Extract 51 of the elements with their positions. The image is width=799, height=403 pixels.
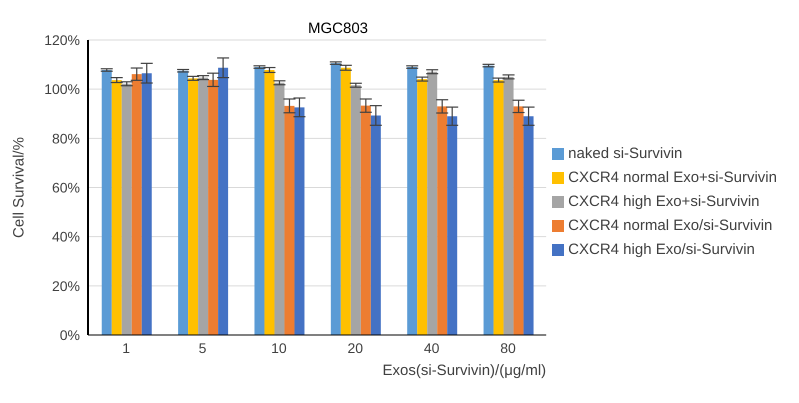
legend-label: CXCR4 high Exo+si-Survivin — [568, 192, 760, 210]
bar — [178, 70, 188, 335]
bar — [198, 78, 208, 335]
x-tick-label: 1 — [122, 340, 130, 356]
bar — [112, 80, 122, 335]
legend-label: CXCR4 high Exo/si-Survivin — [568, 240, 755, 258]
bar — [254, 67, 264, 335]
y-tick-label: 120% — [44, 32, 80, 48]
bar — [524, 116, 534, 335]
bar — [447, 116, 458, 335]
bar — [360, 106, 371, 335]
bar — [264, 70, 274, 335]
bar — [102, 70, 112, 335]
x-tick-label: 40 — [424, 340, 440, 356]
legend-label: CXCR4 normal Exo+si-Survivin — [568, 168, 777, 186]
bar — [340, 68, 351, 335]
y-tick-label: 100% — [44, 81, 80, 98]
bar — [494, 80, 504, 335]
x-tick-label: 80 — [500, 340, 516, 356]
bar — [484, 66, 494, 335]
bar — [218, 68, 228, 335]
x-axis-title: Exos(si-Survivin)/(μg/ml) — [382, 362, 546, 379]
y-tick-label: 40% — [52, 228, 80, 245]
bar — [504, 76, 514, 335]
bar — [437, 106, 448, 335]
bar — [514, 106, 524, 335]
bar — [370, 115, 381, 335]
bar — [330, 63, 341, 335]
y-tick-label: 80% — [52, 130, 80, 146]
bar — [417, 79, 428, 335]
x-tick-label: 5 — [198, 340, 207, 356]
y-axis-title: Cell Survival/% — [10, 137, 28, 238]
y-tick-label: 0% — [60, 326, 80, 343]
bar — [132, 74, 142, 335]
legend-label: CXCR4 normal Exo/si-Survivin — [568, 216, 772, 234]
x-tick-label: 10 — [271, 340, 287, 356]
bar — [407, 67, 418, 335]
x-tick-label: 20 — [347, 340, 364, 356]
bar — [427, 72, 438, 335]
bar — [142, 73, 152, 335]
y-tick-label: 20% — [52, 278, 80, 294]
legend-label: naked si-Survivin — [568, 144, 682, 162]
bar — [284, 106, 294, 335]
bar — [350, 85, 361, 335]
bar — [294, 107, 304, 335]
chart-title: MGC803 — [308, 20, 368, 37]
bar — [208, 80, 218, 335]
bar — [188, 78, 198, 335]
bar — [274, 82, 284, 335]
bar — [122, 84, 132, 335]
y-tick-label: 60% — [52, 179, 80, 196]
